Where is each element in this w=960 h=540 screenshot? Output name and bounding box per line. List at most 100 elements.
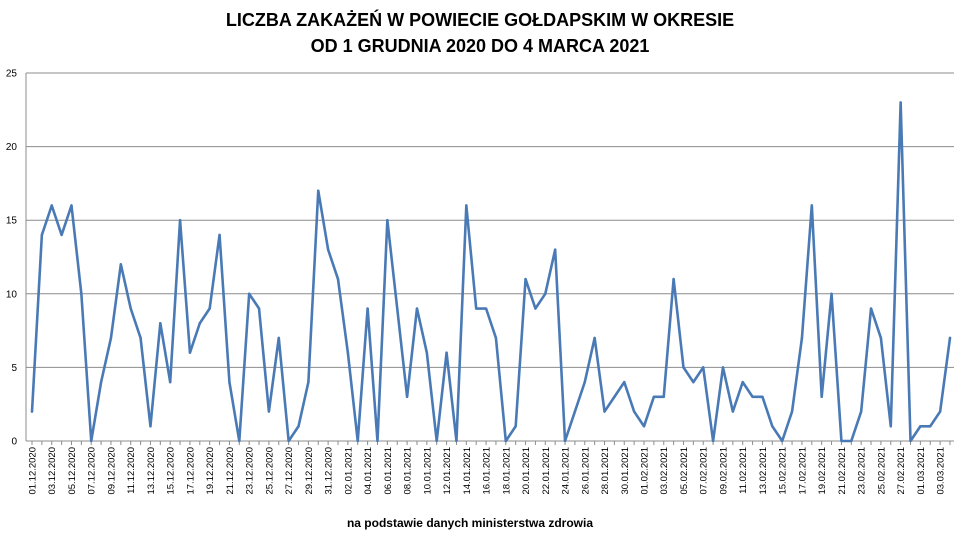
data-point [129,307,132,310]
data-point [573,410,577,413]
data-point [810,204,814,207]
data-point [800,336,804,340]
data-point [692,380,695,384]
data-point [642,425,646,428]
data-point [396,307,399,310]
chart-subtitle: OD 1 GRUDNIA 2020 DO 4 MARCA 2021 [310,36,650,56]
x-tick-label: 23.12.2020 [245,447,256,495]
data-point [721,366,725,369]
x-tick-label: 24.01.2021 [561,447,572,495]
data-point [267,410,271,413]
x-tick-label: 04.01.2021 [363,447,374,495]
data-point [366,307,369,310]
data-point [307,380,310,384]
data-point [277,336,280,340]
x-tick-label: 26.01.2021 [580,447,591,495]
data-point [139,336,142,340]
data-point [672,277,675,281]
x-tick-label: 01.02.2021 [640,447,651,495]
x-tick-label: 21.02.2021 [837,447,848,495]
data-point [632,410,636,413]
x-tick-label: 25.02.2021 [876,447,887,495]
data-point [929,425,932,428]
x-tick-label: 11.02.2021 [738,447,749,494]
data-point [317,189,320,192]
data-point [435,439,438,443]
data-point [909,439,912,443]
x-tick-label: 23.02.2021 [857,447,868,495]
data-point [524,277,527,281]
data-point [356,439,359,443]
data-point [514,425,517,428]
x-tick-label: 22.01.2021 [541,447,552,495]
data-point [247,292,251,295]
series-line-0 [30,101,952,443]
x-tick-label: 03.02.2021 [659,447,670,495]
data-point [652,395,656,399]
data-point [771,425,774,428]
data-point [198,322,202,325]
data-point [99,380,103,384]
data-point [376,439,379,443]
chart-footer-text: na podstawie danych ministerstwa zdrowia [346,516,594,530]
y-tick-label: 5 [11,363,17,374]
data-point [593,336,596,340]
data-point [948,336,952,340]
x-tick-label: 16.01.2021 [482,447,493,495]
data-point [50,204,53,207]
data-point [682,366,685,369]
data-point [445,351,448,354]
x-tick-label: 17.02.2021 [797,447,808,495]
data-point [336,277,340,281]
data-point [346,351,350,354]
x-tick-label: 20.01.2021 [521,447,532,495]
x-tick-label: 15.12.2020 [166,447,177,495]
x-tick-label: 17.12.2020 [185,447,196,495]
y-tick-label: 10 [6,289,18,300]
data-point [938,410,942,413]
x-tick-label: 06.01.2021 [383,447,394,495]
data-point [820,395,823,399]
x-tick-label: 15.02.2021 [778,447,789,495]
x-tick-label: 29.12.2020 [304,447,315,495]
data-point [80,292,83,295]
data-point [662,395,665,399]
x-tick-label: 12.01.2021 [442,447,453,495]
data-point [869,307,873,310]
y-tick-label: 0 [11,437,17,448]
x-tick-label: 30.01.2021 [620,447,631,495]
data-point [544,292,547,295]
data-point [465,204,468,207]
data-point [425,351,429,354]
data-point [218,233,221,237]
y-tick-label: 20 [6,142,18,153]
data-point [494,336,498,340]
x-tick-label: 08.01.2021 [403,447,414,495]
x-tick-label: 27.12.2020 [284,447,295,495]
x-tick-label: 27.02.2021 [896,447,907,495]
x-tick-label: 05.12.2020 [67,447,78,495]
data-point [474,307,478,310]
data-point [603,410,606,413]
data-point [761,395,764,399]
data-point [238,439,241,443]
x-tick-label: 13.12.2020 [146,447,157,495]
data-point [119,263,123,266]
data-point [919,425,922,428]
x-tick-label: 31.12.2020 [324,447,335,495]
data-point [504,439,508,443]
x-tick-label: 13.02.2021 [758,447,769,495]
data-point [159,322,162,325]
x-tick-label: 01.03.2021 [916,447,927,495]
data-point [623,380,626,384]
x-tick-label: 07.02.2021 [699,447,710,495]
chart-title: LICZBA ZAKAŻEŃ W POWIECIE GOŁDAPSKIM W O… [225,10,735,30]
data-point [287,439,290,443]
data-point [840,439,843,443]
data-point [553,248,557,251]
data-point [188,351,192,354]
data-point [583,380,586,384]
x-tick-label: 28.01.2021 [600,447,611,495]
x-tick-label: 14.01.2021 [462,447,473,495]
